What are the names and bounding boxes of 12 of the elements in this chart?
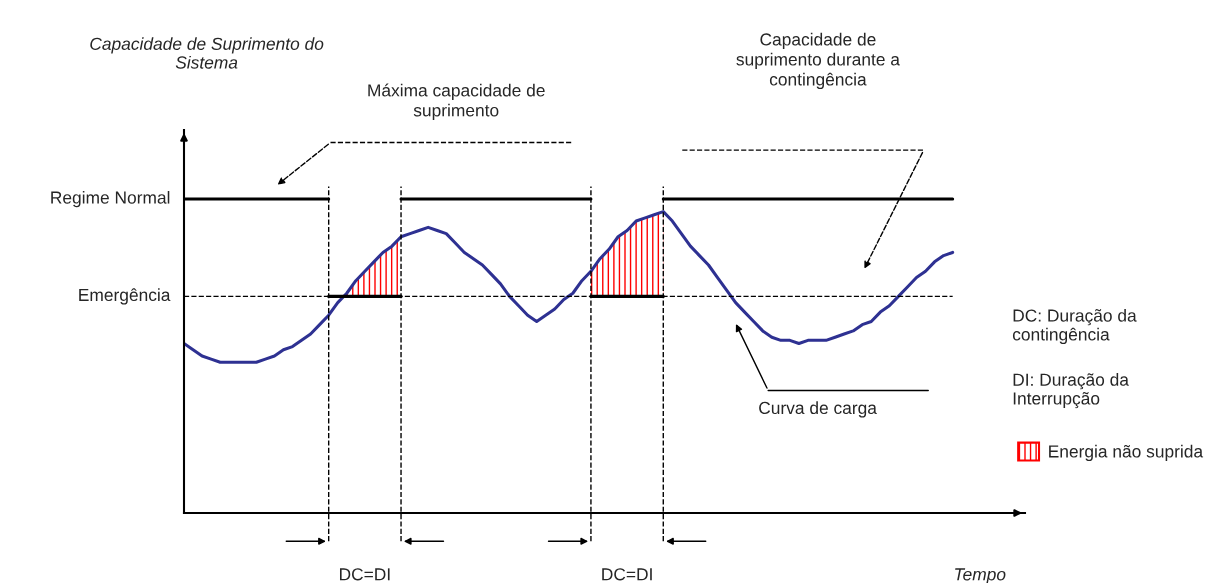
text: DI: Duração da Interrupção xyxy=(1013,373,1129,409)
text: Capacidade de suprimento durante a contingência xyxy=(736,32,900,90)
text: DC=DI xyxy=(340,568,390,581)
text: Capacidade de Suprimento do Sistema xyxy=(90,37,324,69)
text: Regime Normal xyxy=(51,190,170,208)
text: DC: Duração da contingência xyxy=(1012,308,1137,344)
text: DC=DI xyxy=(602,568,652,581)
ref-line-label: Emergência xyxy=(79,288,171,305)
text: Máxima capacidade de suprimento xyxy=(368,83,545,120)
legend-label: Energia não suprida xyxy=(1049,444,1204,461)
x-axis-title: Tempo xyxy=(955,568,1006,583)
annotation: Curva de carga xyxy=(759,401,877,418)
